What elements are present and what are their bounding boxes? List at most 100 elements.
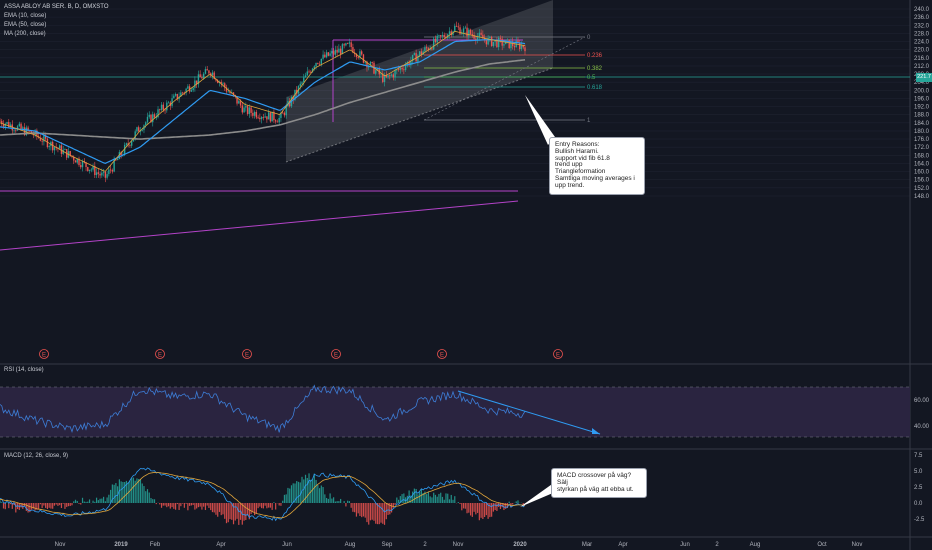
candle-body xyxy=(508,39,510,49)
fib-level-label: 1 xyxy=(587,118,591,124)
price-tick-label: 204.0 xyxy=(914,80,930,86)
candle-body xyxy=(248,107,251,114)
candle-body xyxy=(492,41,495,47)
candle-body xyxy=(111,170,114,172)
candle-body xyxy=(197,74,200,85)
macd-histogram-bar xyxy=(350,503,352,508)
macd-histogram-bar xyxy=(50,503,52,509)
triangle-lower-line[interactable] xyxy=(0,200,519,251)
candle-body xyxy=(482,34,484,39)
candle-body xyxy=(80,165,82,168)
candle-body xyxy=(227,91,229,93)
macd-histogram-bar xyxy=(492,503,494,512)
macd-tick-label: 5.0 xyxy=(914,469,923,475)
time-tick-label: Aug xyxy=(750,542,761,548)
price-tick-label: 152.0 xyxy=(914,186,930,192)
candle-body xyxy=(496,40,498,48)
candle-body xyxy=(336,49,338,53)
candle-body xyxy=(429,48,431,51)
legend-ema50[interactable]: EMA (50, close) xyxy=(4,22,47,28)
candle-body xyxy=(432,38,435,50)
chart-title[interactable]: ASSA ABLOY AB SER. B, D, OMXSTO xyxy=(4,4,109,10)
candle-body xyxy=(116,159,119,161)
candle-body xyxy=(132,138,135,142)
macd-histogram-bar xyxy=(334,501,336,503)
candle-body xyxy=(466,27,468,37)
macd-histogram-bar xyxy=(387,503,389,515)
macd-histogram-bar xyxy=(173,503,175,509)
fib-level-label: 0.5 xyxy=(587,75,596,81)
macd-axis[interactable]: 7.5 5.0 2.5 0.0 -2.5 xyxy=(914,453,925,523)
candle-body xyxy=(4,123,6,127)
legend-ema10[interactable]: EMA (10, close) xyxy=(4,13,47,19)
candle-body xyxy=(399,67,402,70)
rsi-divergence-line[interactable] xyxy=(457,390,601,435)
macd-histogram-bar xyxy=(433,492,435,503)
candle-body xyxy=(304,75,307,78)
candle-body xyxy=(148,114,150,117)
rsi-label[interactable]: RSI (14, close) xyxy=(4,367,44,373)
macd-histogram-bar xyxy=(25,503,27,511)
time-tick-label: 2020 xyxy=(513,542,527,548)
macd-histogram-bar xyxy=(185,503,187,504)
candle-body xyxy=(299,83,301,87)
macd-histogram-bar xyxy=(243,503,245,521)
macd-histogram-bar xyxy=(390,503,393,513)
candle-body xyxy=(27,127,29,132)
macd-histogram-bar xyxy=(255,503,257,514)
macd-histogram-bar xyxy=(282,500,284,503)
candle-body xyxy=(113,159,115,172)
macd-histogram-bar xyxy=(320,485,322,503)
macd-histogram-bar xyxy=(399,496,401,503)
fib-level-label: 0.382 xyxy=(587,66,603,72)
time-tick-label: Sep xyxy=(382,542,393,548)
macd-histogram-bar xyxy=(2,503,5,509)
candle-body xyxy=(51,141,54,151)
macd-histogram-bar xyxy=(436,496,438,503)
macd-histogram-bar xyxy=(57,503,59,506)
macd-histogram-bar xyxy=(364,503,366,518)
macd-histogram-bar xyxy=(238,503,240,525)
candle-body xyxy=(202,73,205,79)
candle-body xyxy=(185,88,187,93)
macd-histogram-bar xyxy=(285,494,287,503)
price-axis[interactable]: 240.0 236.0 232.0 228.0 224.0 220.0 216.0 212.0… xyxy=(914,7,930,200)
macd-histogram-bar xyxy=(482,503,484,519)
macd-histogram-bar xyxy=(412,491,414,503)
candle-body xyxy=(364,61,366,63)
price-channel[interactable] xyxy=(286,0,553,162)
time-axis[interactable]: Nov 2019 Feb Apr Jun Aug Sep 2 Nov 2020 Mar Apr Jun 2… xyxy=(55,542,863,548)
candle-body xyxy=(136,127,138,132)
candle-body xyxy=(15,130,17,132)
candle-body xyxy=(13,130,15,132)
legend-ma200[interactable]: MA (200, close) xyxy=(4,31,46,37)
macd-histogram-bar xyxy=(283,494,286,503)
macd-callout[interactable]: MACD crossover på väg? Sälj styrkan på v… xyxy=(551,468,647,499)
macd-histogram-bar xyxy=(150,498,152,503)
candle-body xyxy=(64,149,66,150)
candle-body xyxy=(441,34,444,37)
candle-body xyxy=(322,54,324,59)
time-tick-label: Nov xyxy=(852,542,863,548)
macd-histogram-bar xyxy=(27,503,29,513)
candle-body xyxy=(73,156,75,161)
price-tick-label: 164.0 xyxy=(914,161,930,167)
macd-histogram-bar xyxy=(261,503,263,509)
candle-body xyxy=(468,29,470,37)
fib-retracement[interactable]: 0 0.236 0.382 0.5 0.618 1 xyxy=(423,35,603,124)
rsi-axis[interactable]: 60.00 40.00 xyxy=(914,398,930,430)
macd-histogram-bar xyxy=(405,497,407,503)
entry-reasons-callout[interactable]: Entry Reasons: Bullish Harami. support v… xyxy=(549,137,645,195)
candle-body xyxy=(380,73,382,75)
macd-histogram-bar xyxy=(266,503,268,509)
time-tick-label: Apr xyxy=(216,542,225,548)
candle-body xyxy=(478,32,481,37)
candle-body xyxy=(317,62,319,64)
candle-body xyxy=(160,104,163,110)
macd-label[interactable]: MACD (12, 26, close, 9) xyxy=(4,453,69,459)
candle-body xyxy=(392,74,395,78)
macd-histogram-bar xyxy=(343,501,345,503)
candle-body xyxy=(471,34,474,36)
